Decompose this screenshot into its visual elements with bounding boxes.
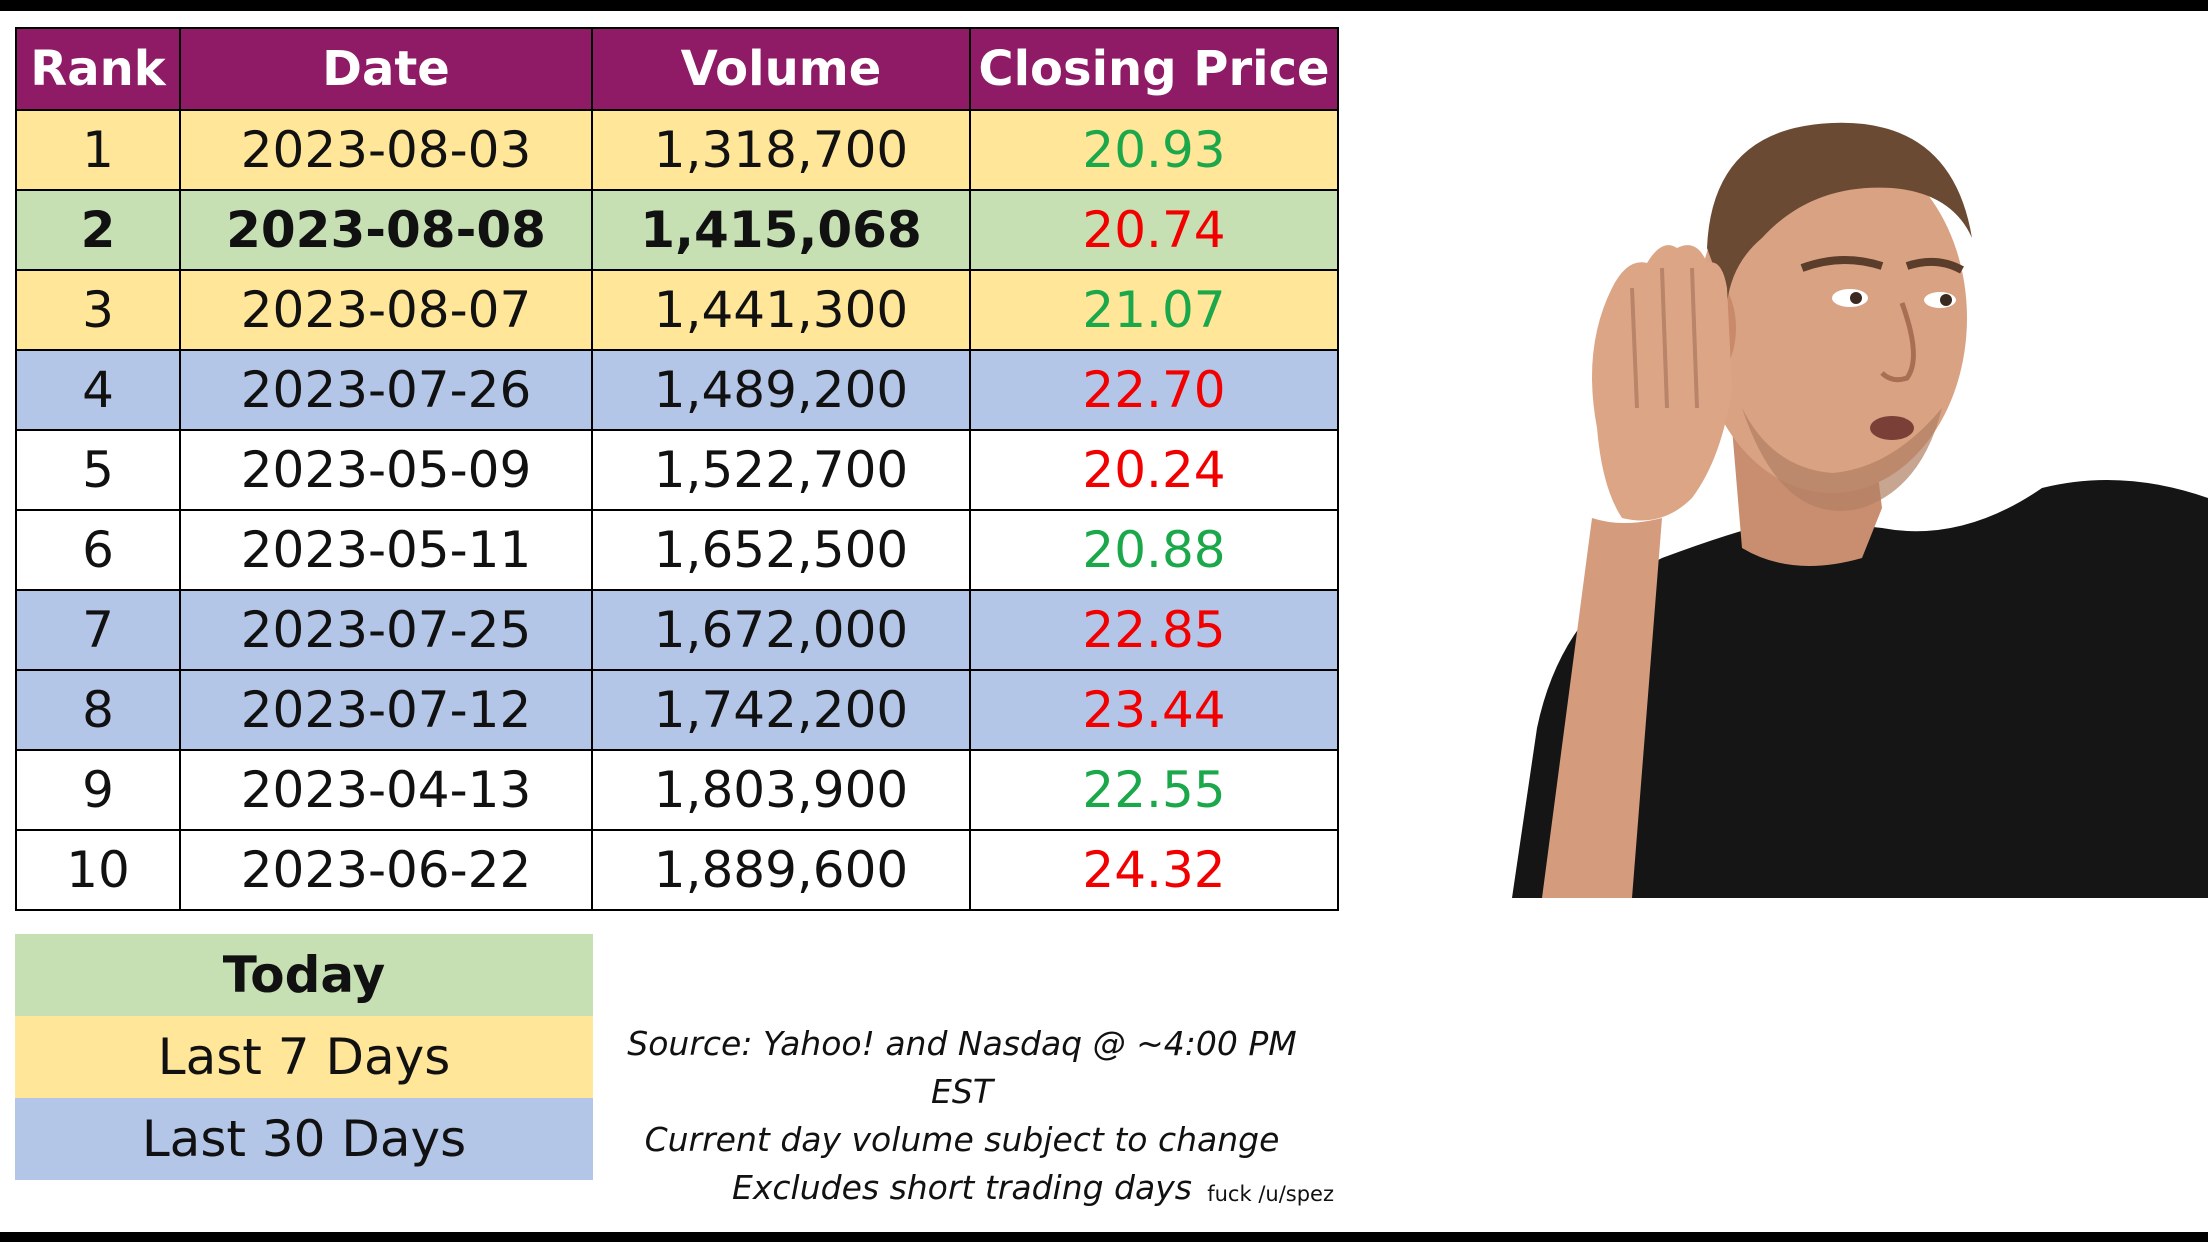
volume-cell: 1,489,200 xyxy=(591,349,971,431)
source-notes: Source: Yahoo! and Nasdaq @ ~4:00 PM EST… xyxy=(596,1020,1328,1212)
closing-price-cell: 22.85 xyxy=(969,589,1339,671)
legend-last-30-days: Last 30 Days xyxy=(15,1098,593,1180)
rank-cell: 5 xyxy=(15,429,181,511)
rank-cell: 3 xyxy=(15,269,181,351)
note-source: Source: Yahoo! and Nasdaq @ ~4:00 PM EST xyxy=(627,1024,1297,1111)
table-row: 6 2023-05-11 1,652,500 20.88 xyxy=(15,509,1339,591)
header-date: Date xyxy=(179,27,593,111)
header-closing-price: Closing Price xyxy=(969,27,1339,111)
table-body: 1 2023-08-03 1,318,700 20.93 2 2023-08-08 1,41… xyxy=(15,109,1339,911)
header-volume: Volume xyxy=(591,27,971,111)
rank-cell: 9 xyxy=(15,749,181,831)
closing-price-cell: 20.24 xyxy=(969,429,1339,511)
closing-price-cell: 20.93 xyxy=(969,109,1339,191)
table-row: 3 2023-08-07 1,441,300 21.07 xyxy=(15,269,1339,351)
volume-cell: 1,522,700 xyxy=(591,429,971,511)
date-cell: 2023-07-12 xyxy=(179,669,593,751)
date-cell: 2023-05-11 xyxy=(179,509,593,591)
closing-price-cell: 22.55 xyxy=(969,749,1339,831)
table-row: 8 2023-07-12 1,742,200 23.44 xyxy=(15,669,1339,751)
table-row: 5 2023-05-09 1,522,700 20.24 xyxy=(15,429,1339,511)
volume-cell: 1,672,000 xyxy=(591,589,971,671)
closing-price-cell: 21.07 xyxy=(969,269,1339,351)
rank-cell: 1 xyxy=(15,109,181,191)
date-cell: 2023-07-26 xyxy=(179,349,593,431)
volume-ranking-table: Rank Date Volume Closing Price 1 2023-08-… xyxy=(15,27,1339,911)
closing-price-cell: 22.70 xyxy=(969,349,1339,431)
date-cell: 2023-04-13 xyxy=(179,749,593,831)
closing-price-cell: 20.88 xyxy=(969,509,1339,591)
closing-price-cell: 20.74 xyxy=(969,189,1339,271)
note-excludes: Excludes short trading days xyxy=(732,1168,1192,1207)
rank-cell: 7 xyxy=(15,589,181,671)
date-cell: 2023-07-25 xyxy=(179,589,593,671)
date-cell: 2023-08-03 xyxy=(179,109,593,191)
volume-cell: 1,318,700 xyxy=(591,109,971,191)
volume-cell: 1,889,600 xyxy=(591,829,971,911)
date-cell: 2023-05-09 xyxy=(179,429,593,511)
table-row: 4 2023-07-26 1,489,200 22.70 xyxy=(15,349,1339,431)
table-row: 7 2023-07-25 1,672,000 22.85 xyxy=(15,589,1339,671)
date-cell: 2023-08-07 xyxy=(179,269,593,351)
table-row: 2 2023-08-08 1,415,068 20.74 xyxy=(15,189,1339,271)
color-legend: Today Last 7 Days Last 30 Days xyxy=(15,934,593,1180)
rank-cell: 4 xyxy=(15,349,181,431)
legend-last-7-days: Last 7 Days xyxy=(15,1016,593,1098)
rank-cell: 2 xyxy=(15,189,181,271)
date-cell: 2023-08-08 xyxy=(179,189,593,271)
header-rank: Rank xyxy=(15,27,181,111)
closing-price-cell: 24.32 xyxy=(969,829,1339,911)
date-cell: 2023-06-22 xyxy=(179,829,593,911)
volume-cell: 1,652,500 xyxy=(591,509,971,591)
volume-cell: 1,441,300 xyxy=(591,269,971,351)
closing-price-cell: 23.44 xyxy=(969,669,1339,751)
rank-cell: 10 xyxy=(15,829,181,911)
volume-cell: 1,803,900 xyxy=(591,749,971,831)
table-row: 1 2023-08-03 1,318,700 20.93 xyxy=(15,109,1339,191)
rank-cell: 8 xyxy=(15,669,181,751)
table-header-row: Rank Date Volume Closing Price xyxy=(15,27,1339,111)
man-listening-photo xyxy=(1362,88,2208,898)
volume-cell: 1,742,200 xyxy=(591,669,971,751)
top-border xyxy=(0,0,2208,11)
bottom-border xyxy=(0,1232,2208,1242)
rank-cell: 6 xyxy=(15,509,181,591)
table-row: 10 2023-06-22 1,889,600 24.32 xyxy=(15,829,1339,911)
volume-cell: 1,415,068 xyxy=(591,189,971,271)
legend-today: Today xyxy=(15,934,593,1016)
table-row: 9 2023-04-13 1,803,900 22.55 xyxy=(15,749,1339,831)
man-listening-illustration xyxy=(1512,122,2208,898)
note-volume-change: Current day volume subject to change xyxy=(644,1120,1280,1159)
credit-text: fuck /u/spez xyxy=(1207,1182,1334,1206)
